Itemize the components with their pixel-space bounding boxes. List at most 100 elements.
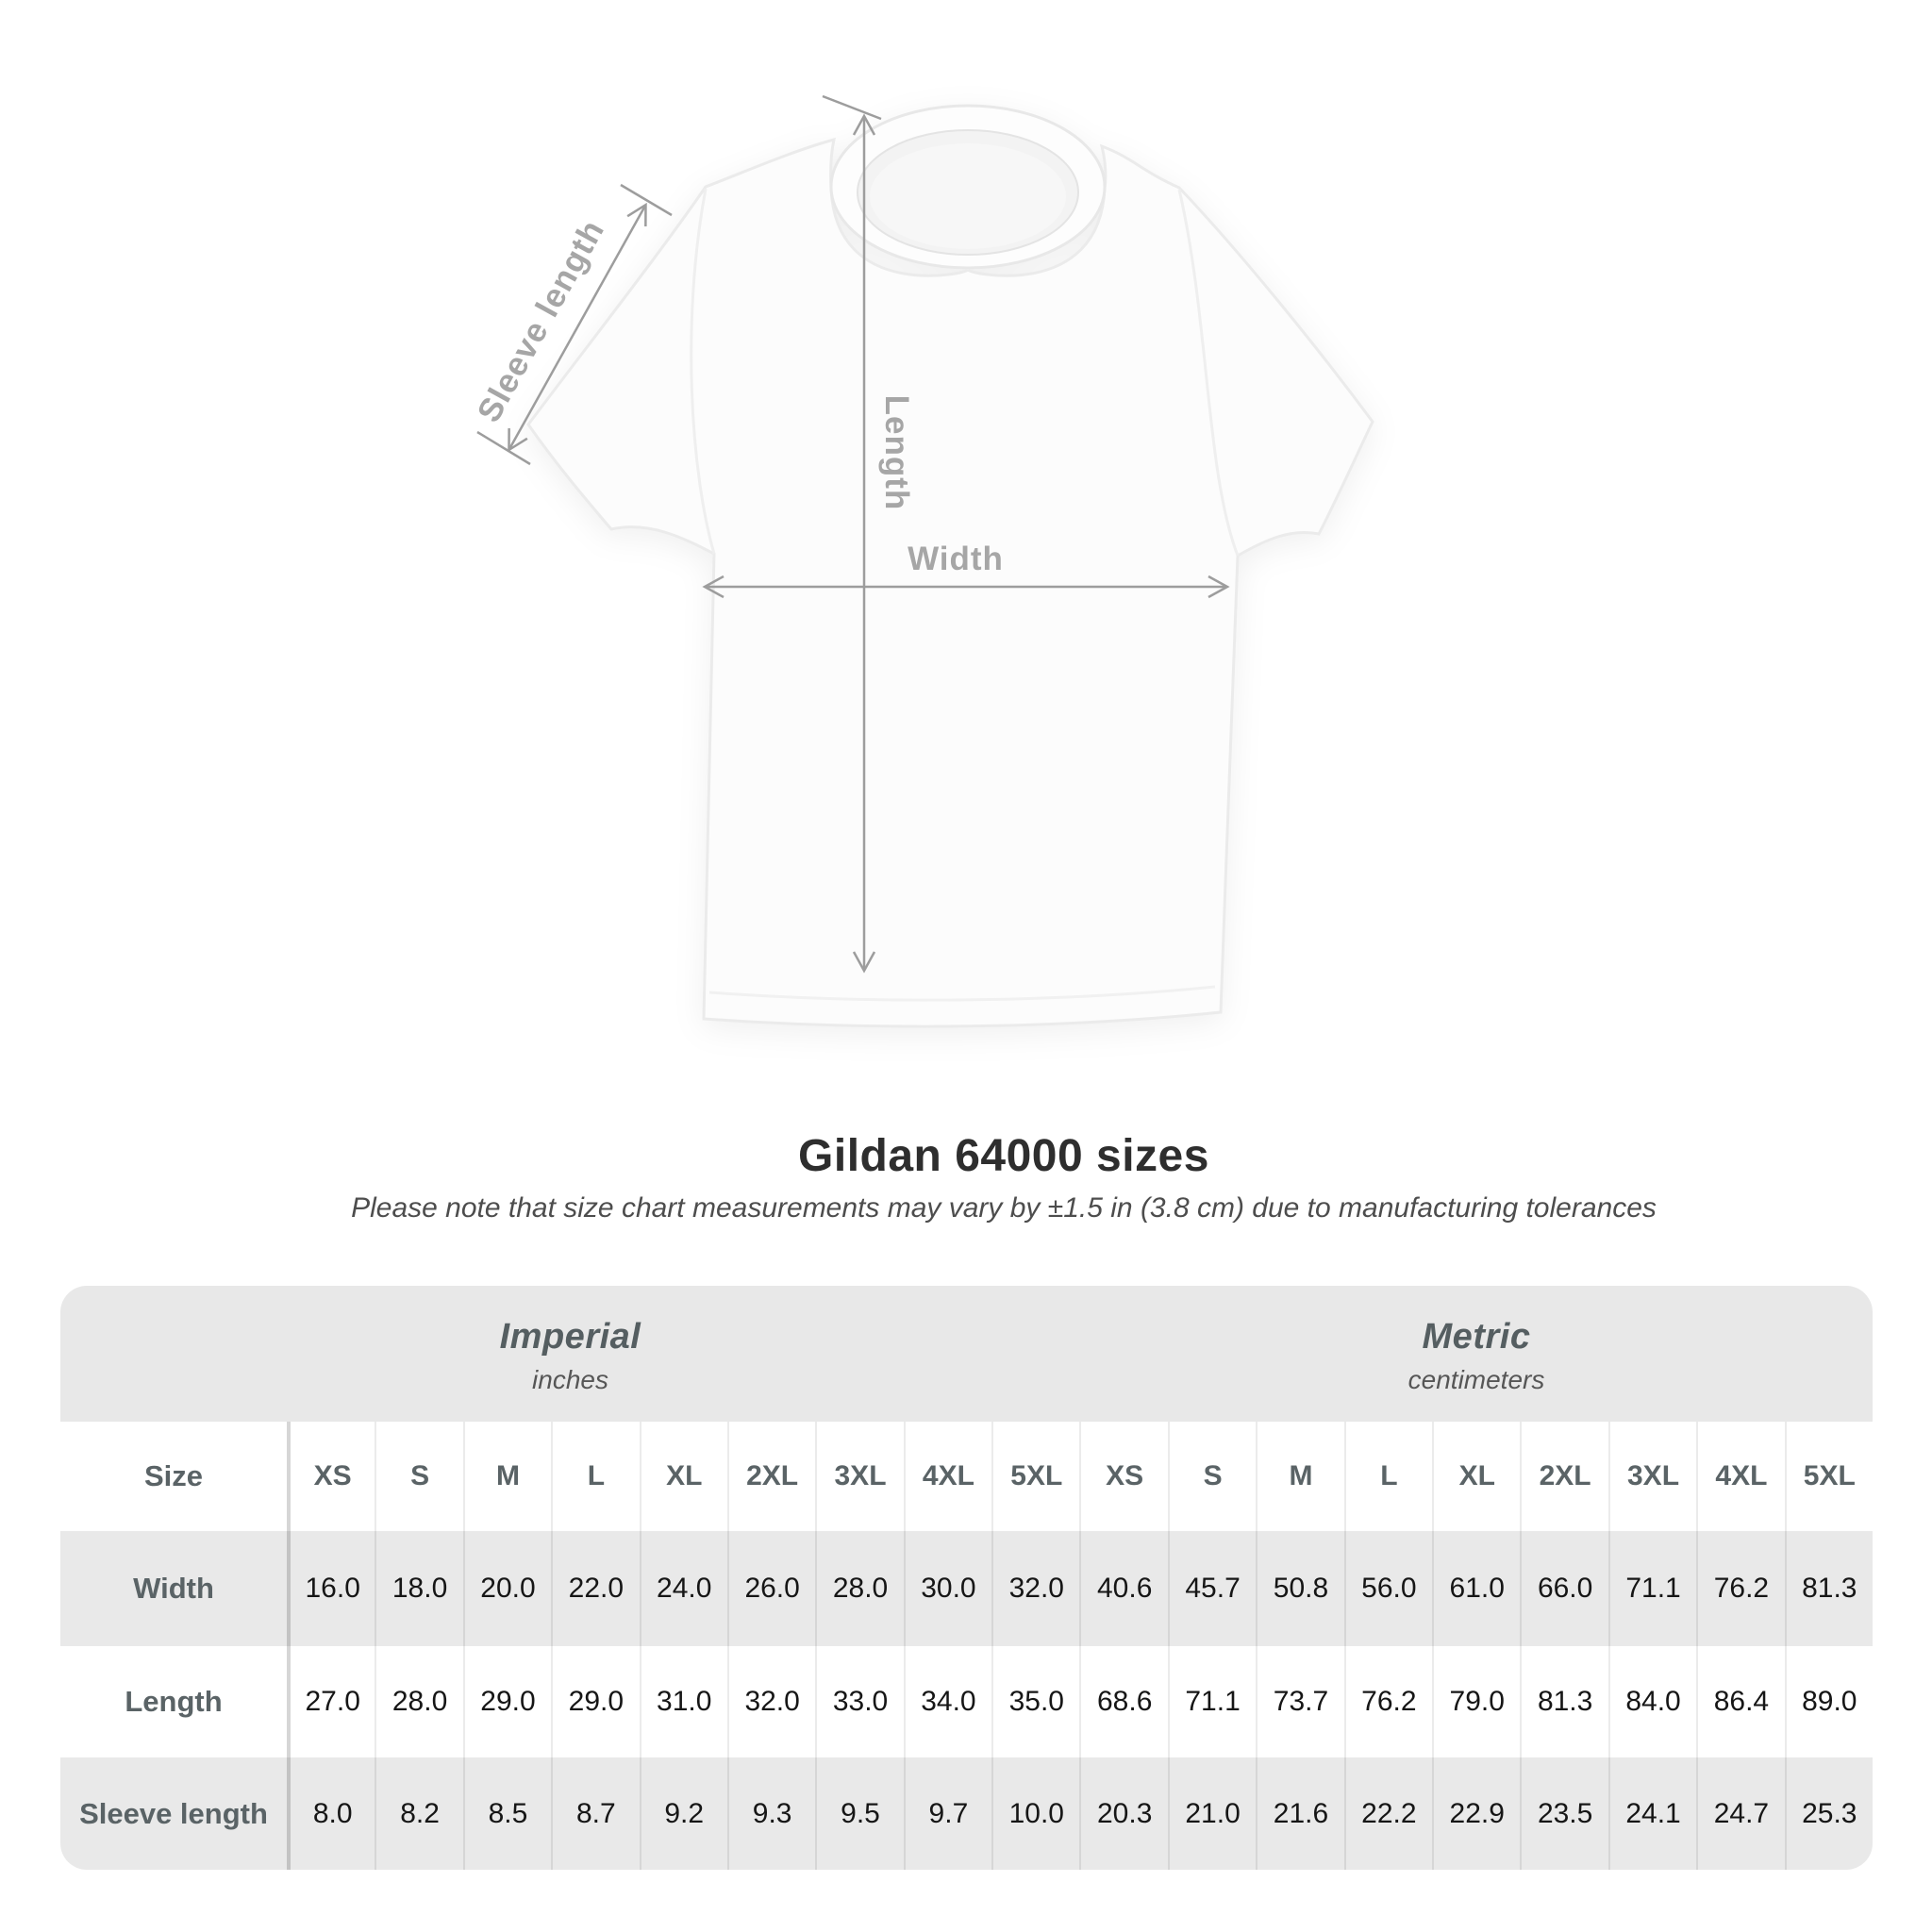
length-value: 28.0 [375, 1646, 462, 1757]
sleeve-length-value: 23.5 [1520, 1757, 1607, 1870]
width-value: 16.0 [287, 1531, 375, 1646]
size-column-header: 4XL [1696, 1422, 1784, 1531]
length-value: 34.0 [903, 1646, 991, 1757]
sleeve-length-row: Sleeve length 8.0 8.2 8.5 8.7 9.2 9.3 9.5 9.7 10… [60, 1757, 1873, 1870]
sleeve-length-value: 24.7 [1696, 1757, 1784, 1870]
size-column-header: L [1343, 1422, 1432, 1531]
size-column-header: M [1256, 1422, 1343, 1531]
measurement-annotations [476, 94, 1230, 974]
imperial-section-header: Imperial inches [60, 1286, 1080, 1422]
sleeve-length-value: 25.3 [1784, 1757, 1873, 1870]
sleeve-top-tick [620, 183, 673, 217]
size-column-header: 4XL [903, 1422, 991, 1531]
width-row-label: Width [133, 1572, 214, 1605]
size-column-header: XL [1432, 1422, 1520, 1531]
size-column-header: 5XL [1784, 1422, 1873, 1531]
length-value: 27.0 [287, 1646, 375, 1757]
width-value: 76.2 [1696, 1531, 1784, 1646]
length-value: 71.1 [1167, 1646, 1256, 1757]
sleeve-length-value: 8.2 [375, 1757, 462, 1870]
length-value: 31.0 [639, 1646, 727, 1757]
width-value: 71.1 [1607, 1531, 1696, 1646]
length-row: Length 27.0 28.0 29.0 29.0 31.0 32.0 33.0 34.0 3… [60, 1646, 1873, 1757]
size-header-row: Size XS S M L XL 2XL 3XL 4XL 5XL XS S M L XL 2XL 3XL 4X… [60, 1422, 1873, 1531]
length-value: 33.0 [815, 1646, 903, 1757]
size-table: Imperial inches Metric centimeters Size … [60, 1286, 1873, 1870]
width-value: 66.0 [1520, 1531, 1607, 1646]
sleeve-length-arrow [508, 202, 647, 453]
hem-stitch [708, 985, 1216, 1002]
sleeve-length-value: 8.7 [551, 1757, 639, 1870]
imperial-title: Imperial [499, 1316, 641, 1357]
tolerance-note: Please note that size chart measurements… [351, 1192, 1657, 1224]
sleeve-length-value: 9.3 [726, 1757, 815, 1870]
sleeve-length-value: 10.0 [991, 1757, 1079, 1870]
length-value: 76.2 [1343, 1646, 1432, 1757]
length-value: 81.3 [1520, 1646, 1607, 1757]
sleeve-length-value: 22.2 [1343, 1757, 1432, 1870]
sleeve-bottom-tick [476, 430, 531, 466]
tshirt-body [526, 137, 1374, 1028]
size-column-header: 2XL [726, 1422, 815, 1531]
length-value: 79.0 [1432, 1646, 1520, 1757]
length-value: 68.6 [1079, 1646, 1167, 1757]
sleeve-length-value: 22.9 [1432, 1757, 1520, 1870]
width-value: 30.0 [903, 1531, 991, 1646]
size-column-header: 2XL [1520, 1422, 1607, 1531]
page-title: Gildan 64000 sizes [798, 1131, 1209, 1181]
size-column-header: 5XL [991, 1422, 1079, 1531]
tshirt-diagram: Width Length Sleeve length [471, 94, 1374, 1028]
sleeve-row-label: Sleeve length [79, 1796, 268, 1830]
length-value: 32.0 [726, 1646, 815, 1757]
sleeve-length-value: 8.0 [287, 1757, 375, 1870]
metric-unit: centimeters [1407, 1364, 1545, 1394]
sleeve-length-value: 9.2 [639, 1757, 727, 1870]
right-armhole-seam [1177, 189, 1240, 557]
size-column-header: S [375, 1422, 462, 1531]
width-value: 26.0 [726, 1531, 815, 1646]
width-value: 20.0 [462, 1531, 551, 1646]
length-value: 89.0 [1784, 1646, 1873, 1757]
size-column-header: XS [1079, 1422, 1167, 1531]
width-value: 81.3 [1784, 1531, 1873, 1646]
length-top-tick [822, 94, 882, 121]
width-value: 18.0 [375, 1531, 462, 1646]
tshirt-collar-shadow [870, 143, 1066, 249]
metric-title: Metric [1422, 1316, 1531, 1357]
width-row: Width 16.0 18.0 20.0 22.0 24.0 26.0 28.0 30.0 32… [60, 1531, 1873, 1646]
size-column-header: L [551, 1422, 639, 1531]
length-value: 86.4 [1696, 1646, 1784, 1757]
width-value: 22.0 [551, 1531, 639, 1646]
size-column-header: M [462, 1422, 551, 1531]
sleeve-length-value: 21.6 [1256, 1757, 1343, 1870]
sleeve-length-value: 8.5 [462, 1757, 551, 1870]
sleeve-length-value: 9.5 [815, 1757, 903, 1870]
length-value: 29.0 [462, 1646, 551, 1757]
length-value: 84.0 [1607, 1646, 1696, 1757]
width-value: 24.0 [639, 1531, 727, 1646]
length-value: 29.0 [551, 1646, 639, 1757]
width-value: 45.7 [1167, 1531, 1256, 1646]
imperial-unit: inches [532, 1364, 608, 1394]
length-value: 35.0 [991, 1646, 1079, 1757]
width-value: 50.8 [1256, 1531, 1343, 1646]
size-column-header: XL [639, 1422, 727, 1531]
width-label: Width [908, 541, 1004, 577]
size-header-label: Size [143, 1459, 204, 1492]
size-column-header: 3XL [1607, 1422, 1696, 1531]
length-value: 73.7 [1256, 1646, 1343, 1757]
sleeve-length-value: 24.1 [1607, 1757, 1696, 1870]
width-value: 61.0 [1432, 1531, 1520, 1646]
unit-header-band: Imperial inches Metric centimeters [60, 1286, 1873, 1422]
width-value: 56.0 [1343, 1531, 1432, 1646]
width-value: 40.6 [1079, 1531, 1167, 1646]
sleeve-length-value: 9.7 [903, 1757, 991, 1870]
size-column-header: 3XL [815, 1422, 903, 1531]
length-row-label: Length [125, 1685, 223, 1718]
sleeve-length-value: 20.3 [1079, 1757, 1167, 1870]
metric-section-header: Metric centimeters [1080, 1286, 1873, 1422]
width-value: 28.0 [815, 1531, 903, 1646]
length-label: Length [878, 395, 915, 511]
size-column-header: XS [287, 1422, 375, 1531]
